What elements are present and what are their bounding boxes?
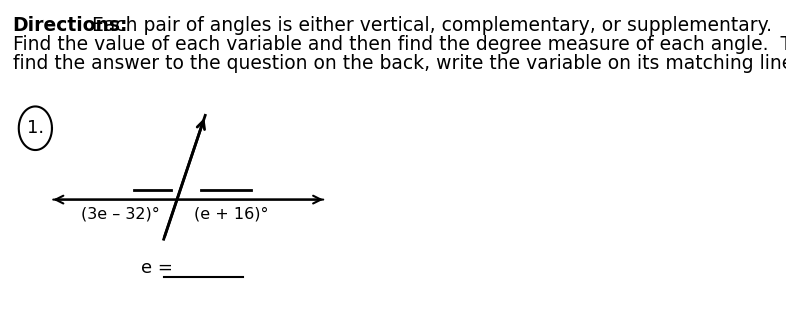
Text: Each pair of angles is either vertical, complementary, or supplementary.: Each pair of angles is either vertical, … [80, 16, 772, 35]
Text: (e + 16)°: (e + 16)° [194, 206, 268, 222]
Text: find the answer to the question on the back, write the variable on its matching : find the answer to the question on the b… [13, 54, 786, 73]
Text: Directions:: Directions: [13, 16, 128, 35]
Text: (3e – 32)°: (3e – 32)° [81, 206, 160, 222]
Text: 1.: 1. [27, 119, 44, 137]
Text: Find the value of each variable and then find the degree measure of each angle. : Find the value of each variable and then… [13, 35, 786, 54]
Text: e =: e = [141, 259, 178, 277]
